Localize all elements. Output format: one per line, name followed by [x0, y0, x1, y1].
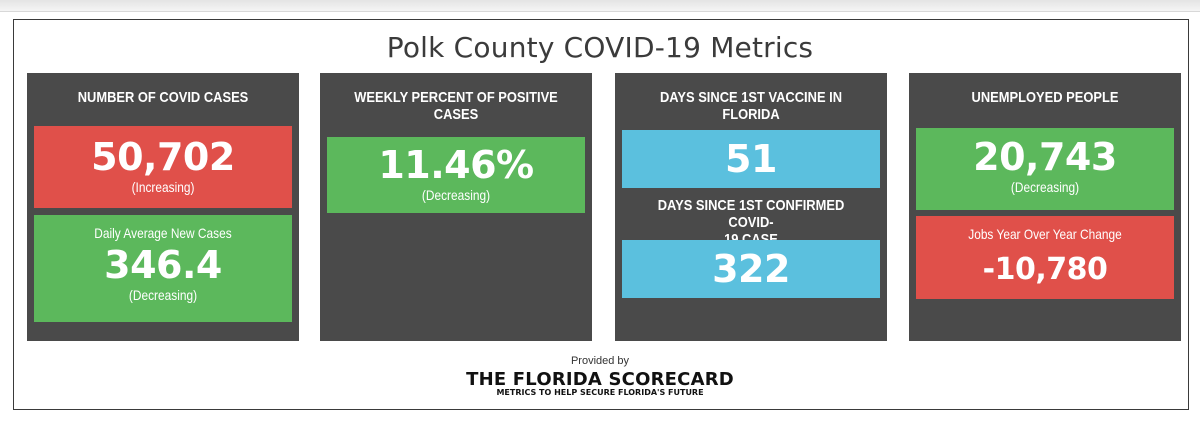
provided-by-text: Provided by	[570, 355, 630, 367]
top-bar	[0, 0, 1200, 12]
unemployed-trend: (Decreasing)	[1010, 179, 1080, 195]
panel-subheading-line: DAYS SINCE 1ST CONFIRMED COVID-	[657, 197, 845, 231]
case-days-box: 322	[622, 240, 880, 298]
positivity-value: 11.46%	[378, 143, 534, 187]
florida-scorecard-logo: THE FLORIDA SCORECARD	[466, 369, 734, 390]
page-title: Polk County COVID-19 Metrics	[386, 31, 814, 64]
cases-total-trend: (Increasing)	[131, 179, 195, 195]
vaccine-days-box: 51	[622, 130, 880, 188]
panel-heading-line: DAYS SINCE 1ST VACCINE IN	[659, 89, 843, 106]
panel-heading: WEEKLY PERCENT OF POSITIVE CASES	[339, 89, 573, 123]
panel-unemployment: UNEMPLOYED PEOPLE 20,743 (Decreasing) Jo…	[909, 73, 1181, 341]
daily-average-trend: (Decreasing)	[128, 287, 198, 303]
daily-average-box: Daily Average New Cases 346.4 (Decreasin…	[34, 215, 292, 322]
panel-heading-line: FLORIDA	[722, 106, 780, 123]
positivity-box: 11.46% (Decreasing)	[327, 137, 585, 213]
panel-heading-line: CASES	[433, 106, 479, 123]
panel-heading: NUMBER OF COVID CASES	[77, 89, 249, 106]
panel-heading: DAYS SINCE 1ST VACCINE IN FLORIDA	[634, 89, 868, 123]
panel-covid-cases: NUMBER OF COVID CASES 50,702 (Increasing…	[27, 73, 299, 341]
panel-heading: UNEMPLOYED PEOPLE	[971, 89, 1119, 106]
unemployed-value: 20,743	[973, 135, 1117, 179]
cases-total-box: 50,702 (Increasing)	[34, 126, 292, 208]
positivity-trend: (Decreasing)	[421, 187, 491, 203]
unemployed-box: 20,743 (Decreasing)	[916, 128, 1174, 210]
panel-heading-line: WEEKLY PERCENT OF POSITIVE	[354, 89, 558, 106]
logo-tagline: METRICS TO HELP SECURE FLORIDA'S FUTURE	[496, 388, 704, 397]
panel-positivity: WEEKLY PERCENT OF POSITIVE CASES 11.46% …	[320, 73, 592, 341]
vaccine-days-value: 51	[725, 137, 777, 181]
cases-total-value: 50,702	[91, 135, 235, 179]
jobs-change-label: Jobs Year Over Year Change	[968, 226, 1122, 242]
daily-average-value: 346.4	[104, 243, 222, 287]
panel-days-since: DAYS SINCE 1ST VACCINE IN FLORIDA 51 DAY…	[615, 73, 887, 341]
daily-average-label: Daily Average New Cases	[94, 225, 232, 241]
case-days-value: 322	[712, 247, 790, 291]
jobs-change-value: -10,780	[982, 252, 1108, 287]
jobs-change-box: Jobs Year Over Year Change -10,780	[916, 216, 1174, 299]
